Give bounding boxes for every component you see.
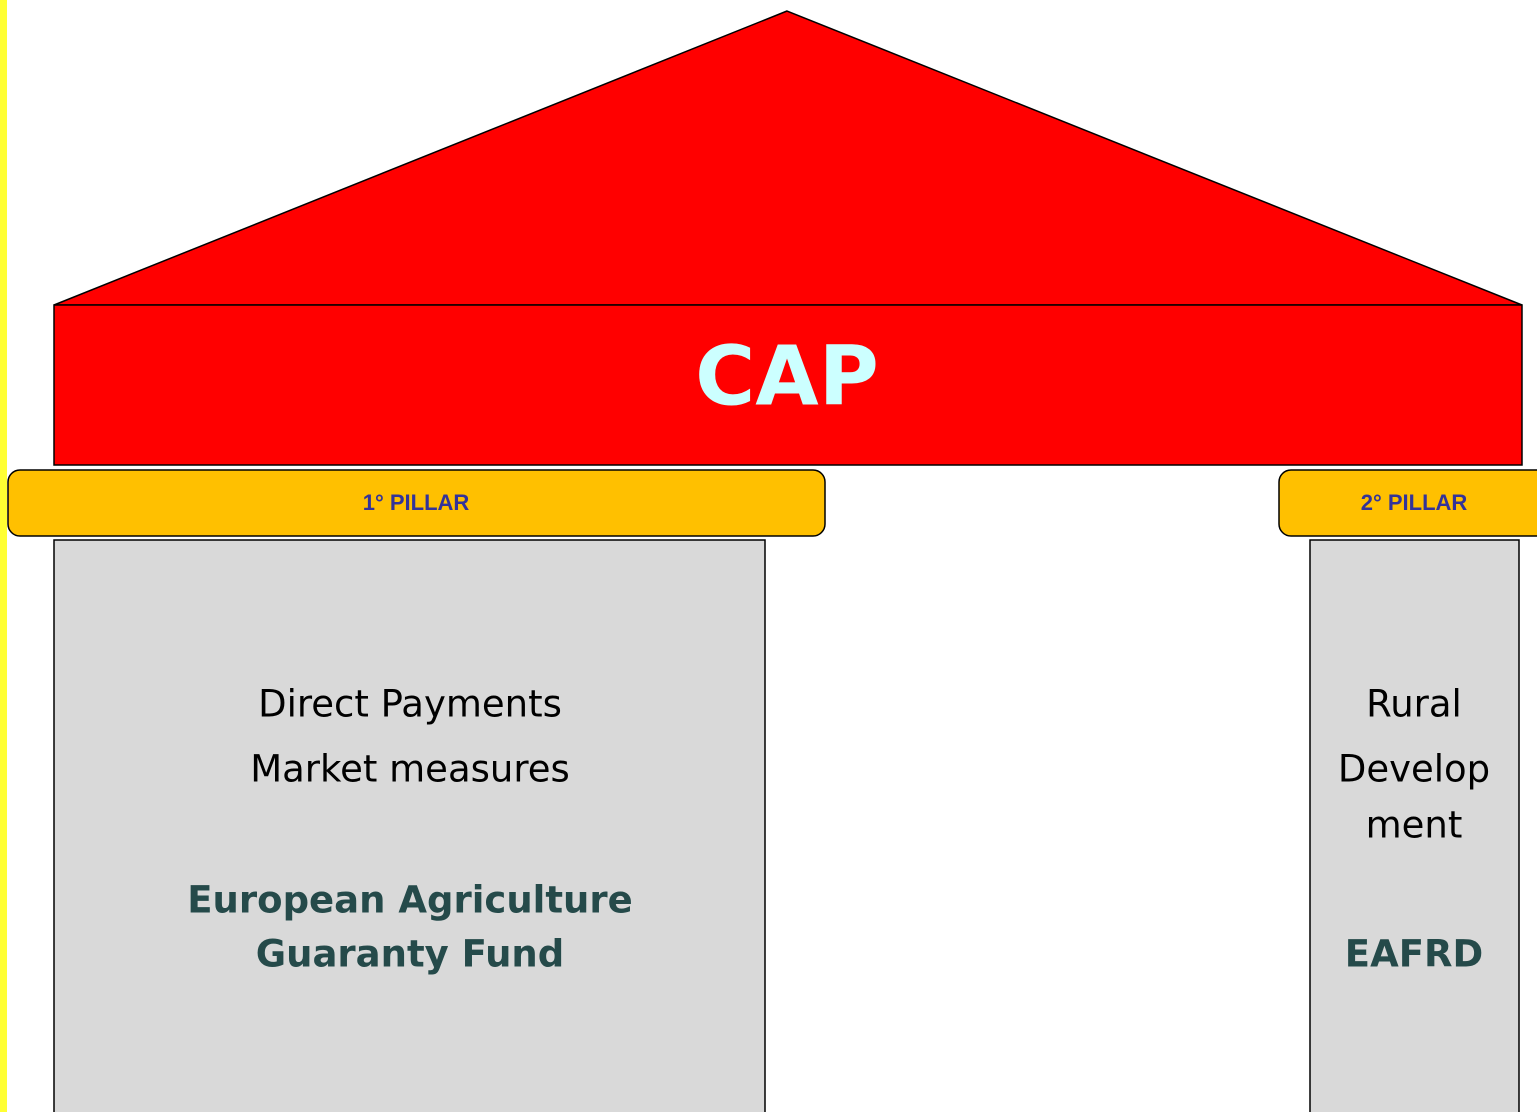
pillar-fund: Guaranty Fund xyxy=(256,933,565,976)
pillar-line: Market measures xyxy=(250,748,570,791)
entablature xyxy=(53,304,1523,466)
pillar-capital xyxy=(7,469,826,537)
title: CAP xyxy=(695,329,879,424)
pillar-line: Direct Payments xyxy=(258,683,562,726)
pillar-label: 1° PILLAR xyxy=(363,490,470,515)
pillar-line: ment xyxy=(1366,804,1463,847)
pillar-line: Develop xyxy=(1338,748,1490,791)
side-strip xyxy=(0,0,7,1112)
pillar-column xyxy=(1309,539,1520,1116)
roof xyxy=(53,10,1523,306)
pillar-fund: EAFRD xyxy=(1345,933,1483,976)
pillar-capital xyxy=(1278,469,1537,537)
pillar-line: Rural xyxy=(1366,683,1462,726)
pillar-label: 2° PILLAR xyxy=(1361,490,1468,515)
pillar-column xyxy=(53,539,766,1116)
pillar-fund: European Agriculture xyxy=(187,879,632,922)
